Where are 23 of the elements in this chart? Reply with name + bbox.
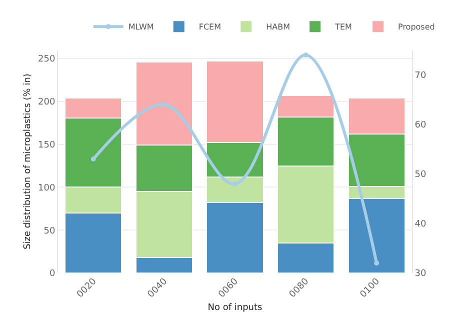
- y-tick-label: 200: [38, 98, 56, 108]
- legend-label: HABM: [266, 22, 290, 32]
- legend-label: MLWM: [128, 22, 154, 32]
- y2-tick-label: 30: [414, 269, 427, 280]
- point: [232, 181, 238, 186]
- y2-tick-label: 40: [414, 220, 427, 230]
- y-tick-label: 250: [38, 54, 56, 65]
- y-tick-label: 100: [38, 183, 56, 194]
- y-tick-label: 150: [38, 140, 56, 150]
- point: [162, 102, 167, 108]
- y2-tick-label: 50: [414, 170, 427, 180]
- y2-tick-label: 60: [414, 120, 427, 130]
- y-tick-label: 50: [44, 226, 56, 236]
- legend-label: FCEM: [198, 22, 222, 32]
- legend-label: Proposed: [398, 22, 435, 32]
- y2-tick-label: 70: [414, 70, 427, 81]
- y-axis-title: Size distribution of microplastics (% in): [23, 74, 33, 250]
- x-axis-title: No of inputs: [208, 303, 263, 313]
- legend-label: TEM: [334, 22, 352, 32]
- point: [90, 156, 96, 162]
- y-tick-label: 0: [49, 269, 56, 280]
- point: [374, 260, 380, 266]
- point: [303, 52, 308, 58]
